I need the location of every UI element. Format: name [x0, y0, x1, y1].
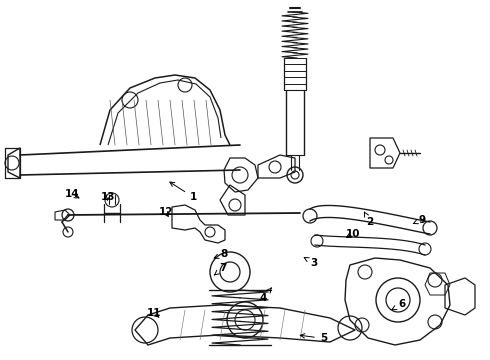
Text: 11: 11 — [147, 308, 162, 318]
Text: 1: 1 — [170, 182, 197, 202]
Text: 10: 10 — [345, 229, 360, 239]
Text: 12: 12 — [158, 207, 173, 217]
Text: 9: 9 — [413, 215, 426, 225]
Text: 5: 5 — [300, 333, 327, 343]
Text: 6: 6 — [392, 299, 405, 310]
Text: 7: 7 — [214, 263, 227, 275]
Text: 13: 13 — [100, 192, 115, 202]
Text: 2: 2 — [364, 212, 373, 228]
Text: 14: 14 — [65, 189, 80, 199]
Text: 3: 3 — [304, 257, 317, 268]
Text: 4: 4 — [260, 288, 271, 303]
Text: 8: 8 — [214, 249, 228, 259]
